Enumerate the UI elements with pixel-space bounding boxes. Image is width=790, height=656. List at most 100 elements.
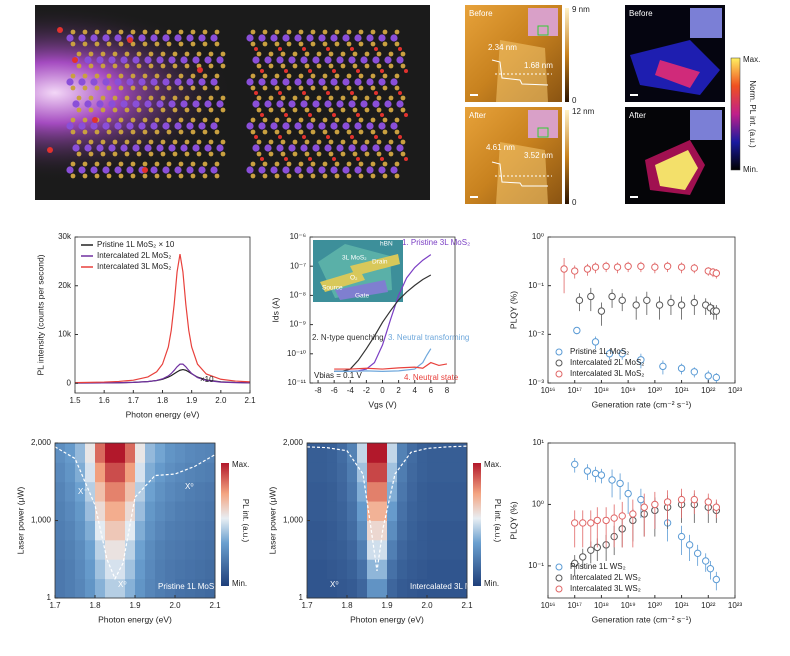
heat-cell xyxy=(407,520,418,541)
atom-s xyxy=(358,41,364,47)
atom-s xyxy=(100,63,106,69)
atom-s xyxy=(274,41,280,47)
heat-cell xyxy=(195,559,206,580)
series-label: 2. N-type quenching xyxy=(312,333,384,342)
atom-mo xyxy=(276,56,284,64)
atom-mo xyxy=(102,78,110,86)
atom-s xyxy=(250,41,256,47)
atom-mo xyxy=(366,166,374,174)
data-point xyxy=(579,519,587,527)
heat-cell xyxy=(185,520,196,541)
x-tick-label: -6 xyxy=(331,386,339,395)
inset-label: Source xyxy=(322,285,343,292)
atom-s xyxy=(154,41,160,47)
heat-cell xyxy=(125,520,136,541)
atom-s xyxy=(148,95,154,101)
atom-s xyxy=(298,161,304,167)
y-tick-label: 20k xyxy=(58,281,72,290)
y-tick-label: 10⁻¹⁰ xyxy=(287,349,306,358)
atom-s xyxy=(346,73,352,79)
atom-s xyxy=(340,151,346,157)
atom-s xyxy=(130,173,136,179)
atom-s xyxy=(340,139,346,145)
atom-mo xyxy=(246,122,254,130)
y-axis-title: Laser power (μW) xyxy=(267,486,277,554)
heat-cell xyxy=(175,559,186,580)
height-label: 2.34 nm xyxy=(488,43,517,52)
atom-mo xyxy=(348,100,356,108)
atom-mo xyxy=(90,34,98,42)
atom-s xyxy=(322,73,328,79)
atom-s xyxy=(382,41,388,47)
heat-cell xyxy=(125,578,136,599)
atom-s xyxy=(322,29,328,35)
annotation: ×10 xyxy=(200,375,214,384)
atom-s xyxy=(208,151,214,157)
atom-o xyxy=(326,91,330,95)
atom-s xyxy=(142,173,148,179)
atom-mo xyxy=(150,166,158,174)
scale-min: 0 xyxy=(572,96,577,105)
atom-mo xyxy=(138,122,146,130)
atom-s xyxy=(82,173,88,179)
heat-cell xyxy=(125,462,136,483)
atom-s xyxy=(280,63,286,69)
atom-mo xyxy=(264,100,272,108)
data-point xyxy=(690,495,699,504)
heat-cell xyxy=(327,462,338,483)
atom-s xyxy=(166,173,172,179)
heat-cell xyxy=(327,578,338,599)
heat-cell xyxy=(437,559,448,580)
heat-cell xyxy=(95,578,106,599)
atom-s xyxy=(334,129,340,135)
atom-s xyxy=(358,173,364,179)
atom-s xyxy=(268,151,274,157)
heat-cell xyxy=(457,539,468,560)
atom-s xyxy=(94,73,100,79)
atom-o xyxy=(332,157,336,161)
atom-s xyxy=(142,161,148,167)
atom-s xyxy=(124,63,130,69)
atom-s xyxy=(178,129,184,135)
atom-s xyxy=(112,151,118,157)
atom-s xyxy=(148,51,154,57)
atom-s xyxy=(358,161,364,167)
atom-s xyxy=(274,73,280,79)
atom-s xyxy=(142,85,148,91)
legend-swatch xyxy=(555,585,563,593)
atom-mo xyxy=(360,56,368,64)
heat-cell xyxy=(145,539,156,560)
data-point xyxy=(663,498,672,506)
heat-cell xyxy=(55,443,66,463)
heat-cell xyxy=(417,520,428,541)
atom-s xyxy=(88,95,94,101)
atom-s xyxy=(166,41,172,47)
atom-mo xyxy=(108,144,116,152)
data-point xyxy=(624,262,632,271)
atom-mo xyxy=(126,78,134,86)
heat-cell xyxy=(195,462,206,483)
heat-cell xyxy=(387,520,398,541)
y-tick-label: 10⁻⁷ xyxy=(290,261,306,270)
inset-label: 3L MoS₂ xyxy=(342,255,367,262)
atom-mo xyxy=(276,100,284,108)
atom-s xyxy=(316,63,322,69)
atom-mo xyxy=(258,78,266,86)
heat-cell xyxy=(145,481,156,502)
data-point xyxy=(575,296,584,305)
data-point xyxy=(655,301,664,309)
heat-cell xyxy=(417,578,428,599)
height-label: 4.61 nm xyxy=(486,143,515,152)
atom-mo xyxy=(96,100,104,108)
data-point xyxy=(616,479,624,488)
heat-cell xyxy=(357,481,368,502)
atom-s xyxy=(292,95,298,101)
atom-mo xyxy=(210,78,218,86)
heat-cell xyxy=(205,559,216,580)
atom-s xyxy=(82,41,88,47)
atom-s xyxy=(166,85,172,91)
heat-cell xyxy=(307,501,318,521)
lattice-render xyxy=(35,5,430,200)
heat-cell xyxy=(357,539,368,560)
atom-s xyxy=(370,41,376,47)
